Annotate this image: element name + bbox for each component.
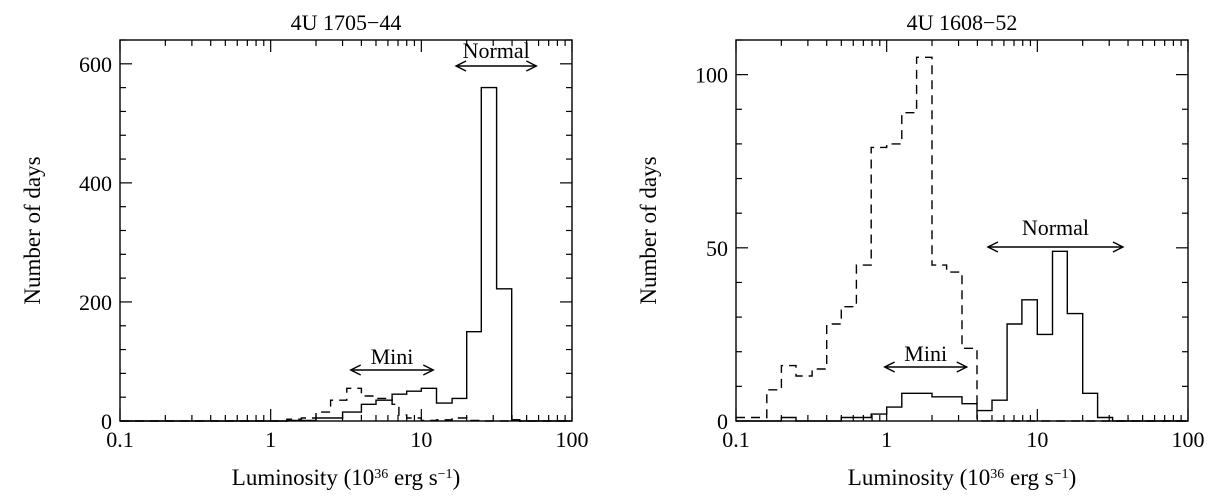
x-tick-label: 10 bbox=[1026, 427, 1048, 452]
y-tick-label: 0 bbox=[717, 409, 728, 434]
arrow-head-right bbox=[1112, 241, 1125, 253]
annotation-mini: Mini bbox=[349, 344, 435, 376]
annotation-normal: Normal bbox=[986, 215, 1125, 253]
y-tick-label: 0 bbox=[101, 409, 112, 434]
annotation-label: Mini bbox=[904, 341, 947, 366]
y-tick-label: 400 bbox=[79, 171, 112, 196]
annotations: Mini Normal bbox=[349, 38, 538, 376]
x-tick-label: 1 bbox=[881, 427, 892, 452]
y-tick-label: 600 bbox=[79, 52, 112, 77]
dashed-histogram bbox=[120, 387, 572, 422]
annotation-label: Mini bbox=[371, 344, 414, 369]
chart-title: 4U 1705−44 bbox=[291, 10, 402, 35]
x-tick-label: 0.1 bbox=[722, 427, 750, 452]
y-axis-label: Number of days bbox=[20, 156, 45, 304]
x-tick-label: 100 bbox=[1172, 427, 1205, 452]
arrow-head-left bbox=[454, 60, 467, 72]
x-tick-label: 0.1 bbox=[106, 427, 134, 452]
plot-frame bbox=[735, 39, 1189, 422]
x-axis-label: Luminosity (1036 erg s−1) bbox=[232, 465, 460, 490]
x-tick-label: 100 bbox=[556, 427, 589, 452]
solid-histogram bbox=[120, 86, 572, 422]
annotation-label: Normal bbox=[1022, 215, 1089, 240]
annotation-label: Normal bbox=[463, 38, 530, 63]
arrow-head-right bbox=[956, 361, 969, 373]
x-tick-label: 10 bbox=[410, 427, 432, 452]
chart-panel-4u1705: 4U 1705−44 Number of days Luminosity (10… bbox=[20, 10, 588, 490]
chart-panel-4u1608: 4U 1608−52 Number of days Luminosity (10… bbox=[636, 10, 1204, 490]
arrow-head-right bbox=[526, 60, 538, 72]
annotations: Mini Normal bbox=[883, 215, 1125, 373]
y-tick-label: 100 bbox=[695, 63, 728, 88]
arrow-head-left bbox=[883, 361, 895, 373]
plot-frame bbox=[119, 39, 573, 422]
x-tick-label: 1 bbox=[265, 427, 276, 452]
histogram-series bbox=[120, 86, 572, 422]
y-tick-label: 50 bbox=[706, 236, 728, 261]
y-tick-label: 200 bbox=[79, 290, 112, 315]
y-axis-label: Number of days bbox=[636, 156, 661, 304]
arrow-head-left bbox=[349, 364, 362, 376]
chart-title: 4U 1608−52 bbox=[907, 10, 1018, 35]
x-axis-label: Luminosity (1036 erg s−1) bbox=[848, 465, 1076, 490]
arrow-head-right bbox=[422, 364, 435, 376]
annotation-mini: Mini bbox=[883, 341, 969, 373]
dashed-histogram bbox=[736, 56, 1188, 422]
annotation-normal: Normal bbox=[454, 38, 538, 72]
arrow-head-left bbox=[986, 241, 999, 253]
